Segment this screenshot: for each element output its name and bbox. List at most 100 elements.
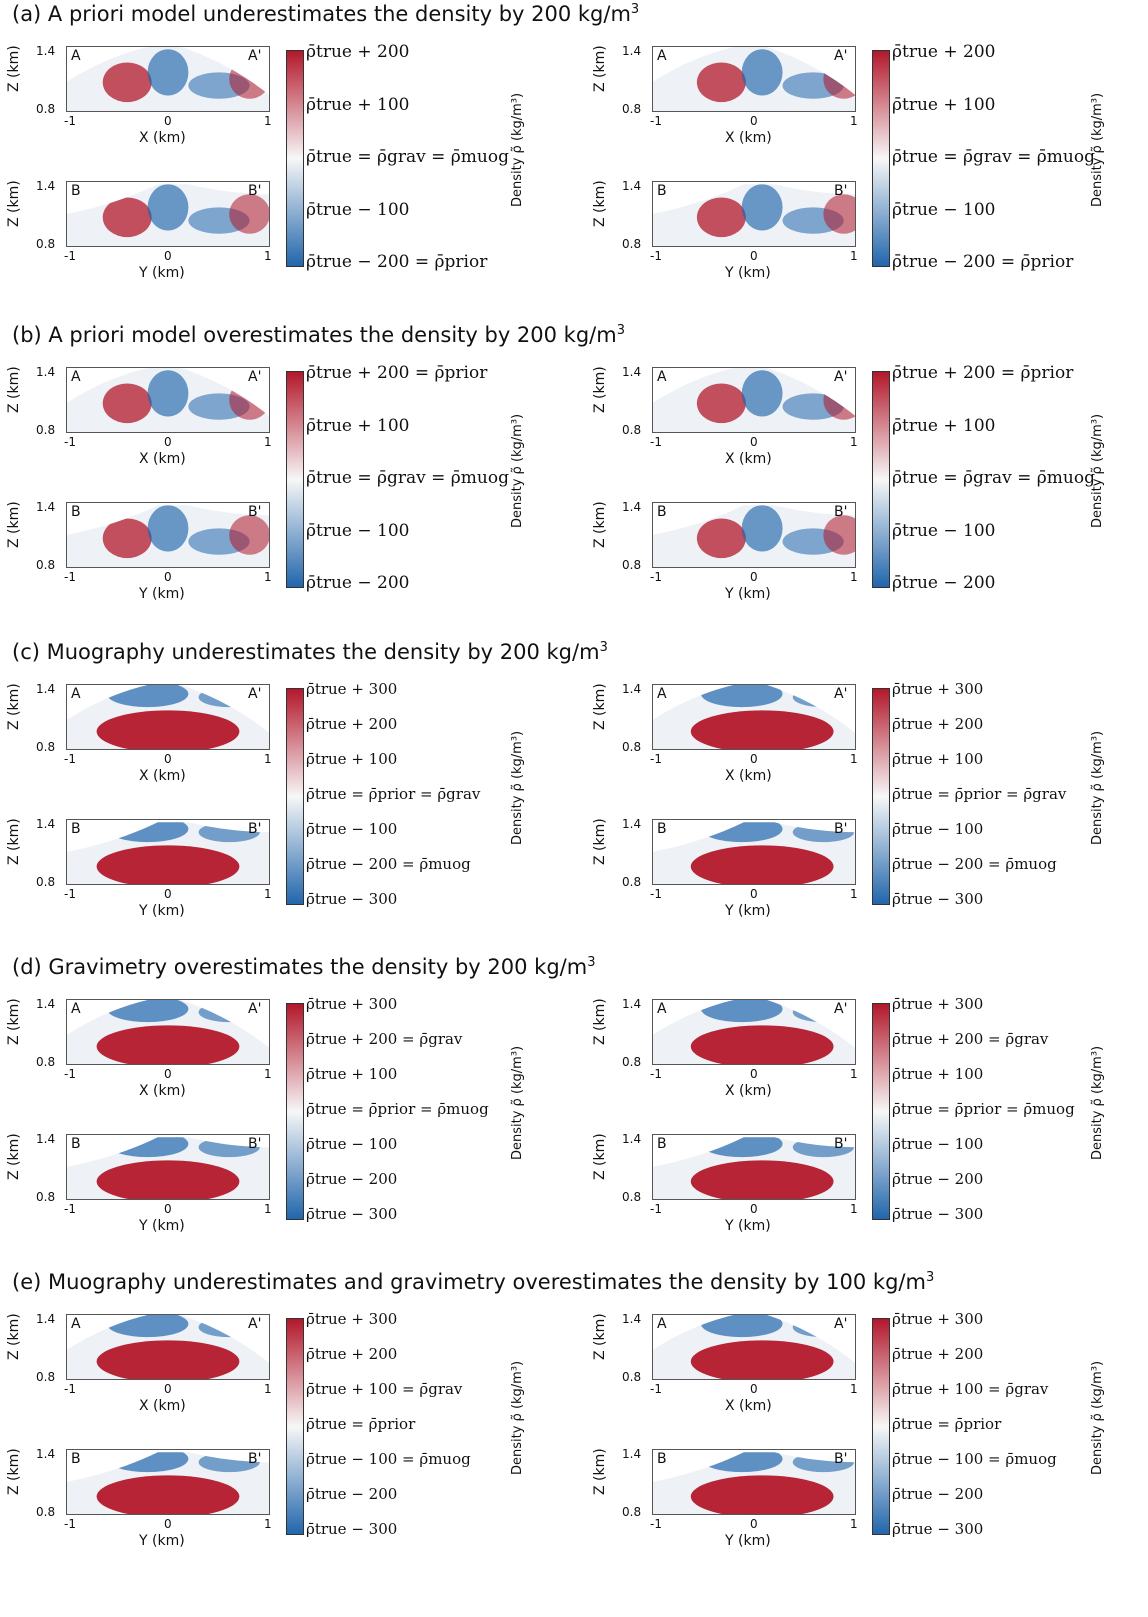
y-axis-label: Y (km): [139, 586, 185, 602]
z-tick: 0.8: [622, 102, 642, 116]
section-plot-area: [66, 1314, 270, 1384]
row-title-text: (d) Gravimetry overestimates the density…: [12, 955, 588, 979]
z-axis-label: Z (km): [592, 1133, 608, 1180]
h-tick: -1: [64, 1517, 76, 1531]
row-title: (a) A priori model underestimates the de…: [12, 2, 639, 26]
density-anomaly-1: [700, 1137, 783, 1158]
density-anomaly-3: [229, 515, 270, 555]
z-axis-label: Z (km): [6, 501, 22, 548]
h-tick: 0: [750, 249, 758, 263]
density-anomaly-0: [690, 710, 834, 750]
colorbar-tick-label: ρ̄true − 100: [892, 1135, 984, 1153]
density-anomaly-0: [96, 1025, 240, 1065]
h-tick: 0: [750, 887, 758, 901]
section-label-left: A: [657, 1001, 667, 1017]
colorbar-tick-label: ρ̄true + 100: [892, 1065, 984, 1083]
colorbar-tick-label: ρ̄true − 100: [306, 820, 398, 838]
colorbar-tick-label: ρ̄true + 300: [306, 680, 398, 698]
h-tick: 1: [264, 249, 272, 263]
section-plot-area: [652, 1449, 856, 1519]
section-b-plot: [652, 1449, 856, 1516]
colorbar-tick-label: ρ̄true + 200 = ρ̄prior: [306, 363, 488, 383]
x-axis-label: X (km): [725, 451, 772, 467]
h-tick: 0: [164, 249, 172, 263]
density-anomaly-0: [96, 845, 240, 886]
colorbar-tick-label: ρ̄true = ρ̄grav = ρ̄muog: [306, 468, 509, 488]
row-title-text: (b) A priori model overestimates the den…: [12, 323, 617, 347]
section-label-right: A': [834, 48, 848, 64]
z-tick: 0.8: [622, 1190, 642, 1204]
section-a-plot: [652, 684, 856, 750]
density-anomaly-3: [823, 194, 856, 234]
y-axis-label: Y (km): [139, 1533, 185, 1549]
cross-section-b: Z (km) 1.4 0.8 B B' -1 0 1 Y (km): [6, 498, 284, 608]
section-a-plot: [652, 1314, 856, 1380]
section-b-plot: [652, 819, 856, 886]
section-label-left: A: [657, 48, 667, 64]
h-tick: 1: [850, 570, 858, 584]
section-plot-area: [66, 1449, 270, 1519]
section-label-left: B: [657, 504, 667, 520]
z-tick: 0.8: [36, 237, 56, 251]
colorbar-tick-label: ρ̄true = ρ̄prior = ρ̄grav: [306, 785, 481, 803]
z-tick: 1.4: [36, 179, 56, 193]
y-axis-label: Y (km): [139, 265, 185, 281]
h-tick: 1: [850, 114, 858, 128]
density-anomaly-0: [696, 518, 746, 559]
section-label-right: A': [248, 1316, 262, 1332]
h-tick: -1: [64, 249, 76, 263]
colorbar-tick-label: ρ̄true + 100: [892, 94, 996, 115]
z-axis-label: Z (km): [6, 366, 22, 413]
h-tick: 1: [264, 887, 272, 901]
colorbar-tick-label: ρ̄true + 100: [306, 750, 398, 768]
cross-section-b: Z (km) 1.4 0.8 B B' -1 0 1 Y (km): [6, 815, 284, 925]
section-label-right: A': [834, 369, 848, 385]
section-label-left: B: [657, 1451, 667, 1467]
h-tick: 1: [264, 752, 272, 766]
z-tick: 1.4: [622, 500, 642, 514]
section-a-plot: [66, 684, 270, 750]
density-anomaly-0: [690, 845, 834, 886]
colorbar-tick-label: ρ̄true − 100: [892, 520, 996, 541]
colorbar-tick-label: ρ̄true − 200: [306, 573, 410, 593]
colorbar: [286, 1318, 304, 1535]
cross-section-b: Z (km) 1.4 0.8 B B' -1 0 1 Y (km): [592, 498, 870, 608]
h-tick: 1: [850, 249, 858, 263]
colorbar-title: Density ρ̃ (kg/m³): [510, 413, 525, 528]
colorbar-tick-label: ρ̄true − 100 = ρ̄muog: [306, 1450, 471, 1468]
colorbar-tick-label: ρ̄true = ρ̄prior = ρ̄muog: [892, 1100, 1075, 1118]
x-axis-label: X (km): [139, 130, 186, 146]
density-anomaly-0: [696, 62, 746, 103]
section-label-left: B: [657, 1136, 667, 1152]
density-anomaly-0: [102, 62, 152, 103]
section-label-left: A: [71, 48, 81, 64]
section-label-left: B: [657, 821, 667, 837]
x-axis-label: X (km): [139, 768, 186, 784]
colorbar: [872, 371, 890, 588]
z-tick: 1.4: [36, 1447, 56, 1461]
h-tick: 0: [164, 570, 172, 584]
colorbar-title: Density ρ̃ (kg/m³): [510, 92, 525, 207]
colorbar-tick-label: ρ̄true + 200 = ρ̄grav: [892, 1030, 1049, 1048]
z-axis-label: Z (km): [592, 1313, 608, 1360]
h-tick: 1: [264, 1382, 272, 1396]
colorbar-tick-label: ρ̄true − 200 = ρ̄muog: [306, 855, 471, 873]
h-tick: 0: [750, 1517, 758, 1531]
h-tick: -1: [64, 752, 76, 766]
z-tick: 0.8: [36, 558, 56, 572]
x-axis-label: X (km): [139, 451, 186, 467]
section-label-right: B': [834, 821, 848, 837]
h-tick: 0: [750, 114, 758, 128]
row-title-text: (e) Muography underestimates and gravime…: [12, 1270, 926, 1294]
h-tick: -1: [650, 1202, 662, 1216]
h-tick: 1: [264, 435, 272, 449]
section-label-right: B': [834, 1451, 848, 1467]
section-plot-area: [652, 684, 856, 754]
z-axis-label: Z (km): [592, 501, 608, 548]
row-title-superscript: 3: [616, 323, 625, 338]
h-tick: 1: [850, 1202, 858, 1216]
z-tick: 1.4: [622, 44, 642, 58]
section-label-left: A: [657, 369, 667, 385]
colorbar-tick-label: ρ̄true + 300: [892, 1310, 984, 1328]
row-title-text: (a) A priori model underestimates the de…: [12, 2, 631, 26]
